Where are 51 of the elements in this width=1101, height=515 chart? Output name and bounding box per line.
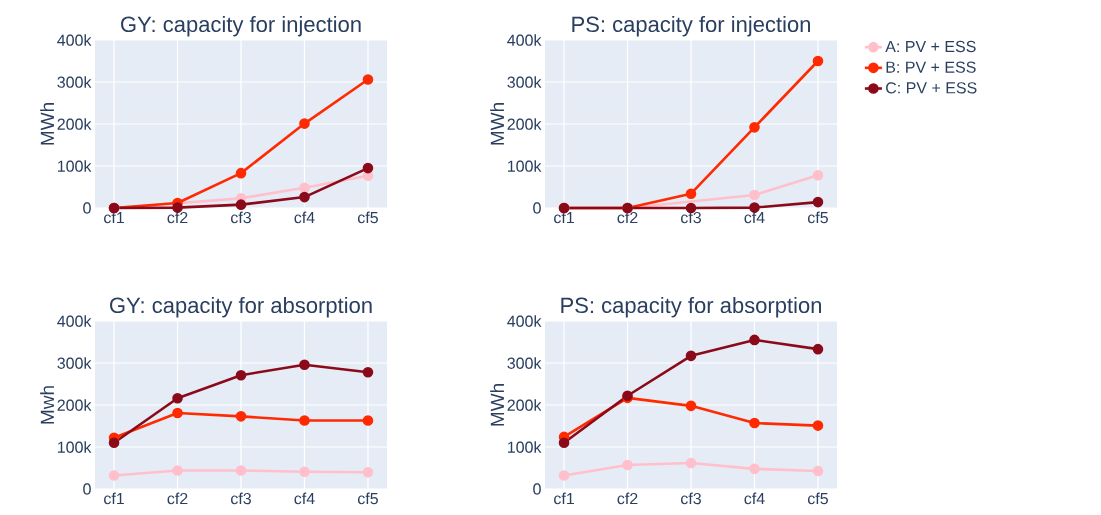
x-tick-label: cf4 (744, 492, 765, 505)
y-axis-title: MWh (490, 384, 504, 426)
x-tick-label: cf2 (167, 211, 188, 224)
y-tick-label: 100k (58, 441, 92, 453)
x-tick-label: cf1 (554, 492, 574, 505)
x-tick-label: cf1 (554, 211, 574, 224)
x-tick-label: cf5 (807, 211, 828, 224)
legend-label: B: PV + ESS (886, 61, 976, 73)
y-axis-title: MWh (40, 103, 54, 145)
y-tick-label: 200k (507, 399, 542, 411)
x-tick-label: cf3 (681, 211, 701, 224)
y-tick-label: 200k (57, 118, 92, 130)
y-tick-label: 400k (507, 34, 542, 46)
x-tick-label: cf2 (617, 492, 638, 505)
x-tick-label: cf2 (617, 211, 638, 224)
chart-title: GY: capacity for injection (121, 15, 361, 37)
x-tick-label: cf4 (294, 211, 315, 224)
y-axis-title: MWh (490, 103, 504, 145)
y-tick-label: 400k (507, 315, 542, 327)
x-tick-label: cf3 (681, 492, 701, 505)
y-tick-label: 0 (83, 202, 91, 214)
chart-title: PS: capacity for injection (572, 15, 810, 37)
x-tick-label: cf5 (357, 492, 378, 505)
x-tick-label: cf4 (744, 211, 765, 224)
y-tick-label: 100k (508, 441, 542, 453)
x-tick-label: cf2 (167, 492, 188, 505)
y-tick-label: 0 (83, 483, 91, 495)
y-tick-label: 300k (57, 76, 92, 88)
y-tick-label: 200k (507, 118, 542, 130)
y-tick-label: 0 (533, 483, 541, 495)
x-tick-label: cf5 (357, 211, 378, 224)
x-tick-label: cf1 (104, 211, 124, 224)
y-tick-label: 200k (57, 399, 92, 411)
x-tick-label: cf3 (231, 211, 251, 224)
x-tick-label: cf4 (294, 492, 315, 505)
x-tick-label: cf1 (104, 492, 124, 505)
x-tick-label: cf3 (231, 492, 251, 505)
legend-label: C: PV + ESS (886, 82, 977, 94)
y-tick-label: 300k (507, 76, 542, 88)
chart-title: GY: capacity for absorption (110, 296, 372, 318)
x-tick-label: cf5 (807, 492, 828, 505)
y-tick-label: 300k (57, 357, 92, 369)
y-axis-title: Mwh (40, 386, 54, 424)
y-tick-label: 0 (533, 202, 541, 214)
legend-label: A: PV + ESS (885, 40, 976, 53)
y-tick-label: 100k (508, 160, 542, 172)
y-tick-label: 100k (58, 160, 92, 172)
y-tick-label: 300k (507, 357, 542, 369)
y-tick-label: 400k (57, 315, 92, 327)
chart-title: PS: capacity for absorption (561, 296, 821, 318)
y-tick-label: 400k (57, 34, 92, 46)
